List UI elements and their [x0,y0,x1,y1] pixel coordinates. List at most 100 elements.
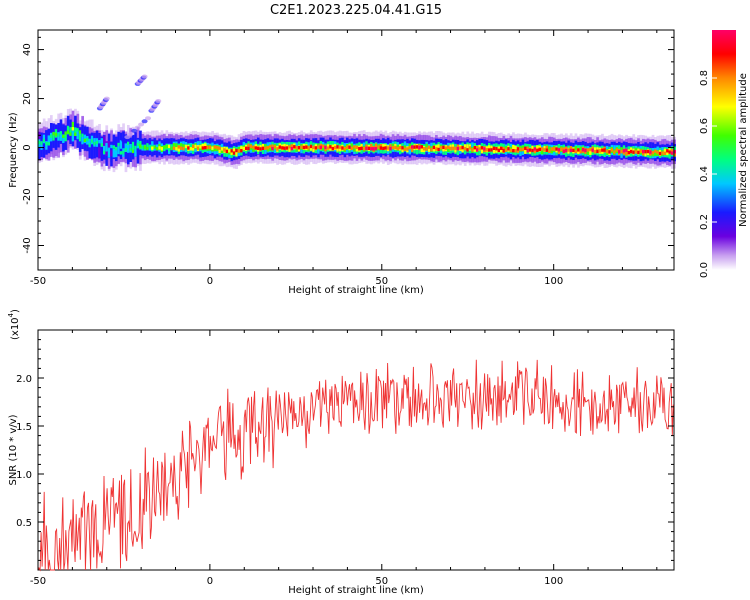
heatmap-cell [194,144,198,149]
heatmap-cell [187,146,190,150]
heatmap-cell [454,146,457,150]
heatmap-cell [288,145,291,152]
heatmap-cell [103,136,106,151]
heatmap-cell [237,149,241,153]
heatmap-cell [129,147,133,152]
heatmap-cell [437,147,441,152]
spectrogram-xtick-label: -50 [30,276,46,287]
heatmap-cell [331,146,335,151]
snr-multiplier-base: (x10 [10,317,21,340]
heatmap-cell [146,143,149,150]
heatmap-cell [389,146,392,151]
heatmap-cell [74,132,77,136]
spectrogram-ytick-label: 40 [22,43,33,56]
heatmap-cell [610,148,614,152]
heatmap-cell [343,147,347,151]
snr-ytick-label: 0.5 [16,518,32,529]
heatmap-cell [386,146,390,150]
heatmap-cell [95,142,99,158]
heatmap-cell [168,145,171,152]
heatmap-cell [370,147,373,151]
heatmap-cell [225,149,229,154]
heatmap-cell [228,149,231,153]
heatmap-cell [536,145,539,152]
heatmap-cell [476,148,479,152]
heatmap-cell [572,148,575,152]
heatmap-cell [115,148,118,158]
colorbar-bar [712,30,736,270]
heatmap-streak [134,125,141,130]
heatmap-cell [88,143,92,147]
heatmap-cell [618,150,621,154]
heatmap-cell [372,147,376,151]
spectrogram-ticks: -50 0 50 100 40 20 0 -20 -40 [22,30,674,287]
heatmap-cell [654,149,657,153]
heatmap-cell [119,151,123,155]
colorbar-tick-label: 0.6 [699,118,710,134]
heatmap-cell [353,145,356,152]
heatmap-streak [141,74,148,79]
heatmap-cell [492,146,496,150]
heatmap-cell [396,146,400,151]
heatmap-cell [569,148,573,153]
heatmap-cell [295,145,299,150]
heatmap-cell [300,145,303,149]
heatmap-cell [394,145,397,150]
heatmap-cell [473,146,477,150]
heatmap-cell [581,148,585,152]
heatmap-cell [567,148,571,152]
heatmap-cell [425,143,429,150]
heatmap-cell [271,146,275,151]
heatmap-cell [305,145,308,149]
heatmap-cell [435,147,438,151]
heatmap-cell [151,146,154,150]
heatmap-cell [418,145,421,150]
snr-multiplier-close: ) [10,309,21,313]
heatmap-cell [40,141,44,145]
heatmap-cell [661,151,664,155]
heatmap-cell [90,139,94,143]
heatmap-cell [184,144,188,149]
snr-xlabel: Height of straight line (km) [288,585,424,596]
heatmap-cell [240,149,243,153]
heatmap-cell [103,150,106,155]
heatmap-cell [64,131,68,135]
heatmap-cell [334,145,337,150]
heatmap-cell [264,146,267,150]
heatmap-cell [627,151,631,155]
heatmap-cell [88,138,92,148]
heatmap-cell [223,148,226,152]
heatmap-cell [141,145,145,150]
colorbar-tick-label: 0.0 [699,262,710,278]
heatmap-cell [189,143,193,150]
heatmap-cell [399,145,402,150]
heatmap-cell [139,144,142,148]
heatmap-cell [42,136,46,152]
heatmap-cell [100,143,104,147]
heatmap-cell [180,146,183,150]
heatmap-cell [370,143,373,150]
heatmap-cell [326,146,330,150]
heatmap-cell [336,145,340,149]
heatmap-cell [533,147,537,151]
heatmap-cell [560,147,563,151]
heatmap-cell [211,146,214,150]
snr-xtick-label: 50 [375,576,388,587]
heatmap-cell [54,135,58,150]
heatmap-cell [630,149,633,154]
heatmap-cell [346,145,349,149]
heatmap-cell [338,145,342,149]
heatmap-cell [374,143,378,150]
heatmap-cell [98,140,101,144]
heatmap-cell [329,145,332,149]
heatmap-cell [615,148,619,152]
heatmap-cell [463,147,467,151]
heatmap-cell [62,134,65,143]
heatmap-cell [47,135,51,144]
heatmap-cell [586,148,590,152]
colorbar: 0.0 0.2 0.4 0.6 0.8 Normalized spectral ampl… [699,30,749,278]
heatmap-cell [545,148,549,152]
heatmap-cell [247,146,251,151]
heatmap-cell [242,146,246,151]
heatmap-cell [514,145,518,152]
